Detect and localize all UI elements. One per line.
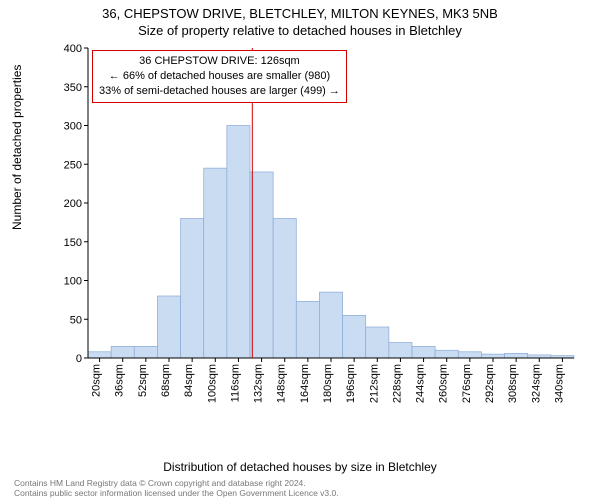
svg-text:276sqm: 276sqm (461, 364, 473, 403)
svg-text:228sqm: 228sqm (391, 364, 403, 403)
footer-line1: Contains HM Land Registry data © Crown c… (14, 478, 339, 488)
chart-container: 36, CHEPSTOW DRIVE, BLETCHLEY, MILTON KE… (0, 0, 600, 500)
svg-text:300: 300 (64, 121, 82, 133)
x-axis-label: Distribution of detached houses by size … (0, 460, 600, 474)
footer-attribution: Contains HM Land Registry data © Crown c… (14, 478, 339, 498)
callout-line1: 36 CHEPSTOW DRIVE: 126sqm (99, 54, 340, 69)
svg-text:36sqm: 36sqm (114, 364, 126, 397)
callout-box: 36 CHEPSTOW DRIVE: 126sqm ← 66% of detac… (92, 50, 347, 103)
svg-text:150: 150 (64, 237, 82, 249)
svg-text:308sqm: 308sqm (507, 364, 519, 403)
svg-text:212sqm: 212sqm (368, 364, 380, 403)
svg-text:196sqm: 196sqm (345, 364, 357, 403)
svg-text:180sqm: 180sqm (322, 364, 334, 403)
svg-text:116sqm: 116sqm (229, 364, 241, 402)
svg-text:400: 400 (64, 44, 82, 55)
svg-text:52sqm: 52sqm (137, 364, 149, 397)
svg-text:100sqm: 100sqm (206, 364, 218, 403)
svg-text:132sqm: 132sqm (253, 364, 265, 403)
callout-line3: 33% of semi-detached houses are larger (… (99, 84, 340, 99)
svg-text:50: 50 (70, 314, 82, 326)
y-axis-label: Number of detached properties (10, 65, 24, 230)
svg-text:148sqm: 148sqm (276, 364, 288, 403)
footer-line2: Contains public sector information licen… (14, 488, 339, 498)
svg-text:20sqm: 20sqm (91, 364, 103, 397)
svg-text:292sqm: 292sqm (484, 364, 496, 403)
svg-text:324sqm: 324sqm (530, 364, 542, 403)
svg-text:250: 250 (64, 159, 82, 171)
svg-text:340sqm: 340sqm (553, 364, 565, 403)
title-subtitle: Size of property relative to detached ho… (0, 21, 600, 38)
svg-text:350: 350 (64, 82, 82, 94)
title-address: 36, CHEPSTOW DRIVE, BLETCHLEY, MILTON KE… (0, 0, 600, 21)
svg-text:244sqm: 244sqm (415, 364, 427, 403)
svg-text:0: 0 (76, 353, 82, 365)
callout-line2: ← 66% of detached houses are smaller (98… (99, 69, 340, 84)
svg-text:164sqm: 164sqm (299, 364, 311, 403)
svg-text:200: 200 (64, 198, 82, 210)
svg-text:84sqm: 84sqm (183, 364, 195, 397)
svg-text:260sqm: 260sqm (438, 364, 450, 403)
svg-text:68sqm: 68sqm (160, 364, 172, 397)
svg-text:100: 100 (64, 276, 82, 288)
